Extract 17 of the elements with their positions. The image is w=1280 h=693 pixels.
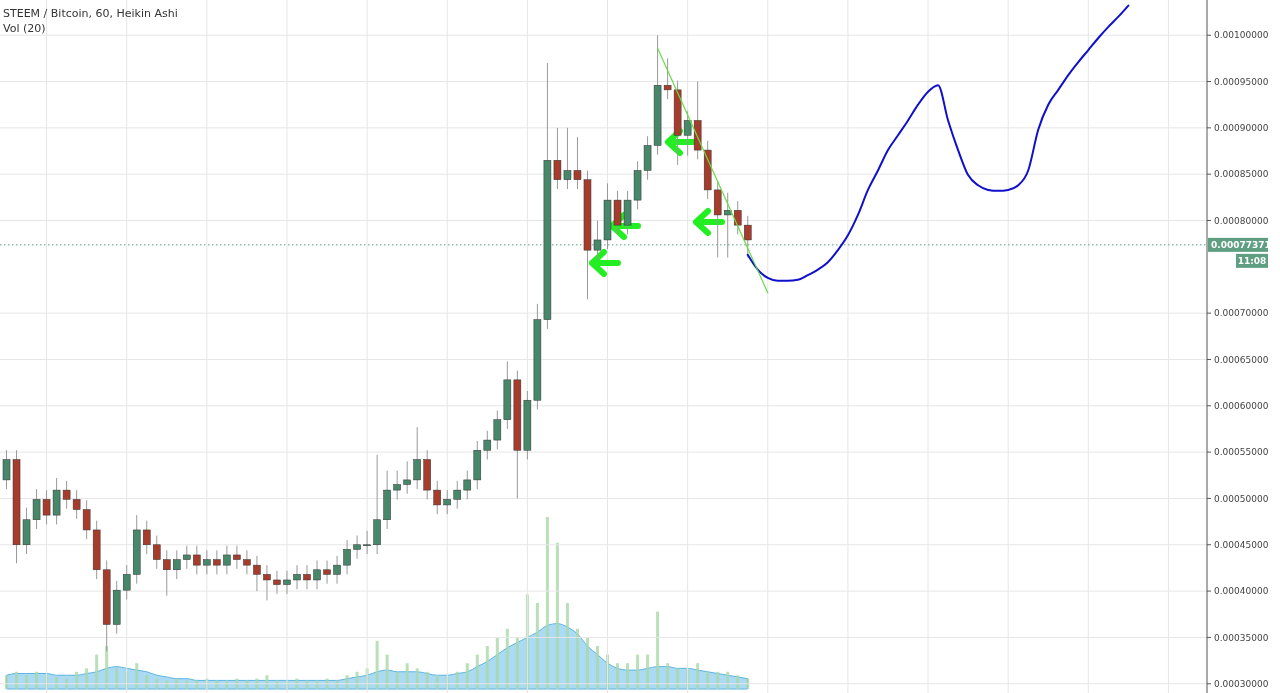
y-tick-label: 0.00100000 xyxy=(1214,30,1269,41)
y-tick-label: 0.00060000 xyxy=(1214,400,1269,411)
y-tick-label: 0.00095000 xyxy=(1214,76,1269,87)
y-tick-label: 0.00035000 xyxy=(1214,632,1269,643)
y-tick-label: 0.00085000 xyxy=(1214,169,1269,180)
y-tick-label: 0.00065000 xyxy=(1214,354,1269,365)
y-tick-label: 0.00080000 xyxy=(1214,215,1269,226)
y-tick-label: 0.00040000 xyxy=(1214,586,1269,597)
y-tick-label: 0.00055000 xyxy=(1214,447,1269,458)
y-tick-label: 0.00050000 xyxy=(1214,493,1269,504)
y-tick-label: 0.00070000 xyxy=(1214,308,1269,319)
y-tick-label: 0.00090000 xyxy=(1214,123,1269,133)
text: Vol (20) xyxy=(3,22,46,35)
y-tick-label: 0.00030000 xyxy=(1214,678,1269,689)
text: 11:08 xyxy=(1237,256,1267,267)
text: STEEM / Bitcoin, 60, Heikin Ashi xyxy=(3,7,178,20)
y-tick-label: 0.00045000 xyxy=(1214,539,1269,550)
